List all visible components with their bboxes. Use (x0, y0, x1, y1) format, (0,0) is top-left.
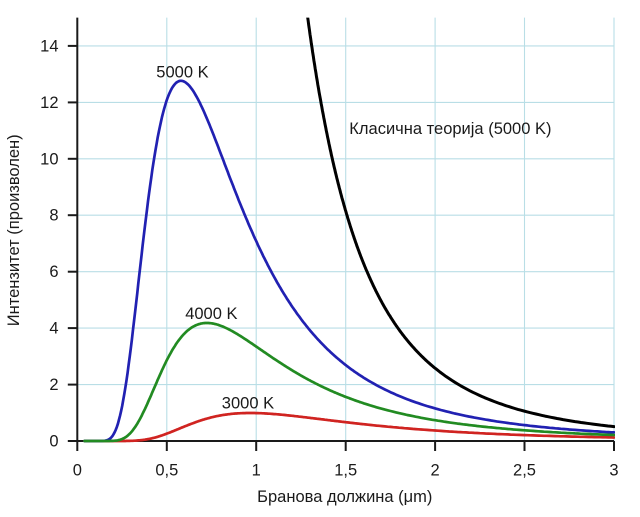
svg-text:3000 K: 3000 K (222, 395, 274, 413)
svg-text:2: 2 (431, 461, 440, 479)
svg-text:2,5: 2,5 (513, 461, 536, 479)
svg-text:3: 3 (609, 461, 618, 479)
svg-text:Интензитет (произволен): Интензитет (произволен) (5, 134, 23, 326)
svg-text:4000 K: 4000 K (185, 305, 237, 323)
svg-text:4: 4 (49, 320, 58, 338)
svg-text:Бранова должина (μm): Бранова должина (μm) (257, 488, 432, 506)
svg-text:0: 0 (73, 461, 82, 479)
svg-text:2: 2 (49, 376, 58, 394)
svg-text:1: 1 (252, 461, 261, 479)
svg-text:6: 6 (49, 263, 58, 281)
svg-text:0: 0 (49, 433, 58, 451)
svg-text:12: 12 (40, 94, 58, 112)
svg-text:Класична теорија (5000 K): Класична теорија (5000 K) (349, 120, 551, 138)
svg-text:1,5: 1,5 (334, 461, 357, 479)
svg-text:0,5: 0,5 (155, 461, 178, 479)
svg-text:8: 8 (49, 207, 58, 225)
svg-text:10: 10 (40, 150, 58, 168)
svg-text:5000 K: 5000 K (156, 63, 208, 81)
svg-text:14: 14 (40, 37, 58, 55)
